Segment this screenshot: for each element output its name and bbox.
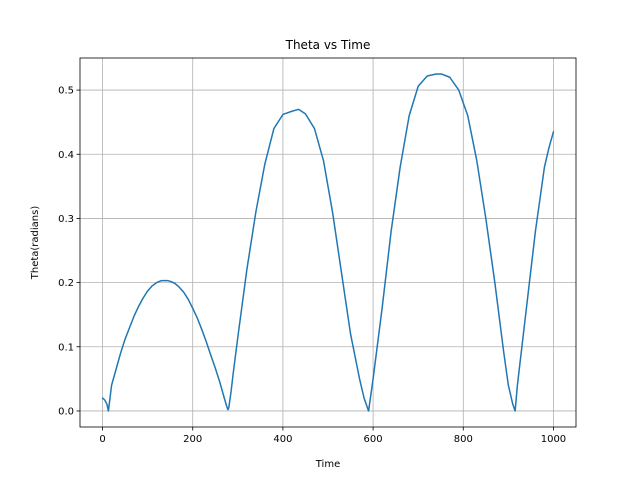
y-tick-label: 0.5: [58, 86, 74, 97]
x-tick-label: 600: [364, 434, 383, 445]
ticks: 0 200 400 600 800 1000 0.0 0.1 0.2 0.3 0.4 0.5: [58, 86, 566, 445]
chart-title: Theta vs Time: [285, 38, 371, 52]
y-tick-label: 0.3: [58, 214, 74, 225]
plot-frame: [79, 57, 577, 428]
y-tick-label: 0.2: [58, 278, 74, 289]
y-tick-label: 0.0: [58, 406, 74, 417]
theta-series-line: [101, 73, 555, 412]
x-tick-label: 400: [273, 434, 292, 445]
x-tick-label: 1000: [541, 434, 566, 445]
y-tick-label: 0.1: [58, 342, 74, 353]
x-axis-label: Time: [315, 459, 340, 470]
grid: [80, 58, 576, 427]
x-tick-label: 0: [99, 434, 105, 445]
series-layer: [101, 73, 555, 412]
y-tick-label: 0.4: [58, 150, 74, 161]
y-axis-label: Theta(radians): [30, 206, 41, 281]
x-tick-label: 200: [183, 434, 202, 445]
x-tick-label: 800: [454, 434, 473, 445]
